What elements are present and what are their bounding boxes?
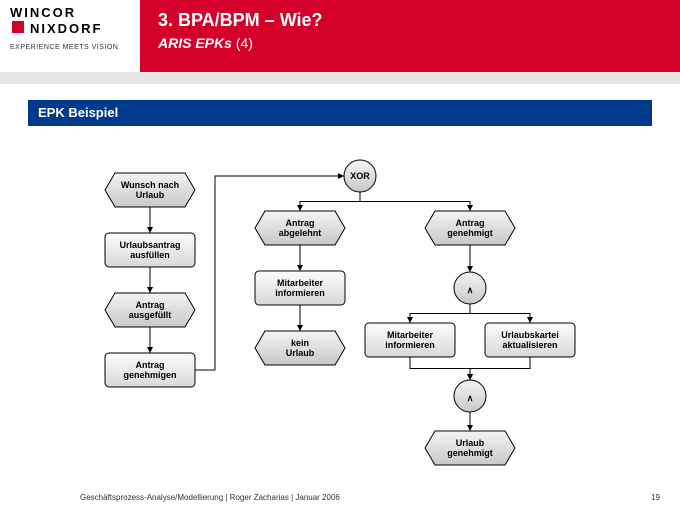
footer-page: 19: [651, 493, 660, 502]
node-label: aktualisieren: [502, 340, 557, 350]
diagram: Wunsch nachUrlaubUrlaubsantragausfüllenA…: [80, 140, 620, 470]
edge: [300, 192, 360, 211]
title-sub-prefix: ARIS EPKs: [158, 35, 236, 51]
node-label: informieren: [385, 340, 435, 350]
node-label: Urlaubskartei: [501, 330, 559, 340]
node-label: Antrag: [456, 218, 485, 228]
node-label: abgelehnt: [279, 228, 322, 238]
node-label: ausgefüllt: [129, 310, 172, 320]
node-and2: ∧: [454, 380, 486, 412]
logo-line2-row: NIXDORF: [10, 20, 130, 38]
grey-bar: [0, 72, 680, 84]
node-label: Urlaub: [456, 438, 485, 448]
node-label: Mitarbeiter: [387, 330, 434, 340]
node-label: informieren: [275, 288, 325, 298]
node-label: genehmigt: [447, 228, 493, 238]
node-label: Urlaub: [286, 348, 315, 358]
node-label: Urlaub: [136, 190, 165, 200]
title-sub: ARIS EPKs (4): [158, 35, 662, 51]
node-label: Antrag: [286, 218, 315, 228]
node-label: genehmigt: [447, 448, 493, 458]
node-wunsch: Wunsch nachUrlaub: [105, 173, 195, 207]
node-label: genehmigen: [123, 370, 176, 380]
node-abgelehnt: Antragabgelehnt: [255, 211, 345, 245]
logo-line1: WINCOR: [10, 6, 130, 20]
edge: [410, 357, 470, 380]
section-bar: EPK Beispiel: [28, 100, 652, 126]
node-label: ausfüllen: [130, 250, 170, 260]
node-kartei: Urlaubskarteiaktualisieren: [485, 323, 575, 357]
footer: Geschäftsprozess-Analyse/Modellierung | …: [80, 493, 660, 502]
logo-square-icon: [12, 21, 24, 33]
node-inform2: Mitarbeiterinformieren: [365, 323, 455, 357]
node-label: ∧: [467, 393, 474, 403]
node-label: Urlaubsantrag: [119, 240, 180, 250]
logo-tagline: EXPERIENCE MEETS VISION: [10, 44, 130, 51]
node-xor: XOR: [344, 160, 376, 192]
node-ausfuellen: Urlaubsantragausfüllen: [105, 233, 195, 267]
title-main: 3. BPA/BPM – Wie?: [158, 10, 662, 31]
header: WINCOR NIXDORF EXPERIENCE MEETS VISION 3…: [0, 0, 680, 72]
node-label: ∧: [467, 285, 474, 295]
node-genehmigt2: Urlaubgenehmigt: [425, 431, 515, 465]
title-sub-suffix: (4): [236, 35, 253, 51]
node-label: kein: [291, 338, 309, 348]
logo-line2: NIXDORF: [30, 21, 103, 36]
node-inform1: Mitarbeiterinformieren: [255, 271, 345, 305]
title-bar: 3. BPA/BPM – Wie? ARIS EPKs (4): [140, 0, 680, 72]
node-label: Antrag: [136, 300, 165, 310]
edge: [470, 357, 530, 380]
node-genehmigen: Antraggenehmigen: [105, 353, 195, 387]
node-label: Antrag: [136, 360, 165, 370]
node-ausgefuellt: Antragausgefüllt: [105, 293, 195, 327]
node-label: XOR: [350, 171, 370, 181]
diagram-svg: Wunsch nachUrlaubUrlaubsantragausfüllenA…: [80, 140, 620, 470]
node-keinurlaub: keinUrlaub: [255, 331, 345, 365]
edge: [410, 304, 470, 323]
node-and1: ∧: [454, 272, 486, 304]
edge: [470, 304, 530, 323]
logo: WINCOR NIXDORF EXPERIENCE MEETS VISION: [0, 0, 140, 72]
edge: [360, 192, 470, 211]
node-genehmigt1: Antraggenehmigt: [425, 211, 515, 245]
node-label: Wunsch nach: [121, 180, 179, 190]
footer-text: Geschäftsprozess-Analyse/Modellierung | …: [80, 493, 340, 502]
node-label: Mitarbeiter: [277, 278, 324, 288]
